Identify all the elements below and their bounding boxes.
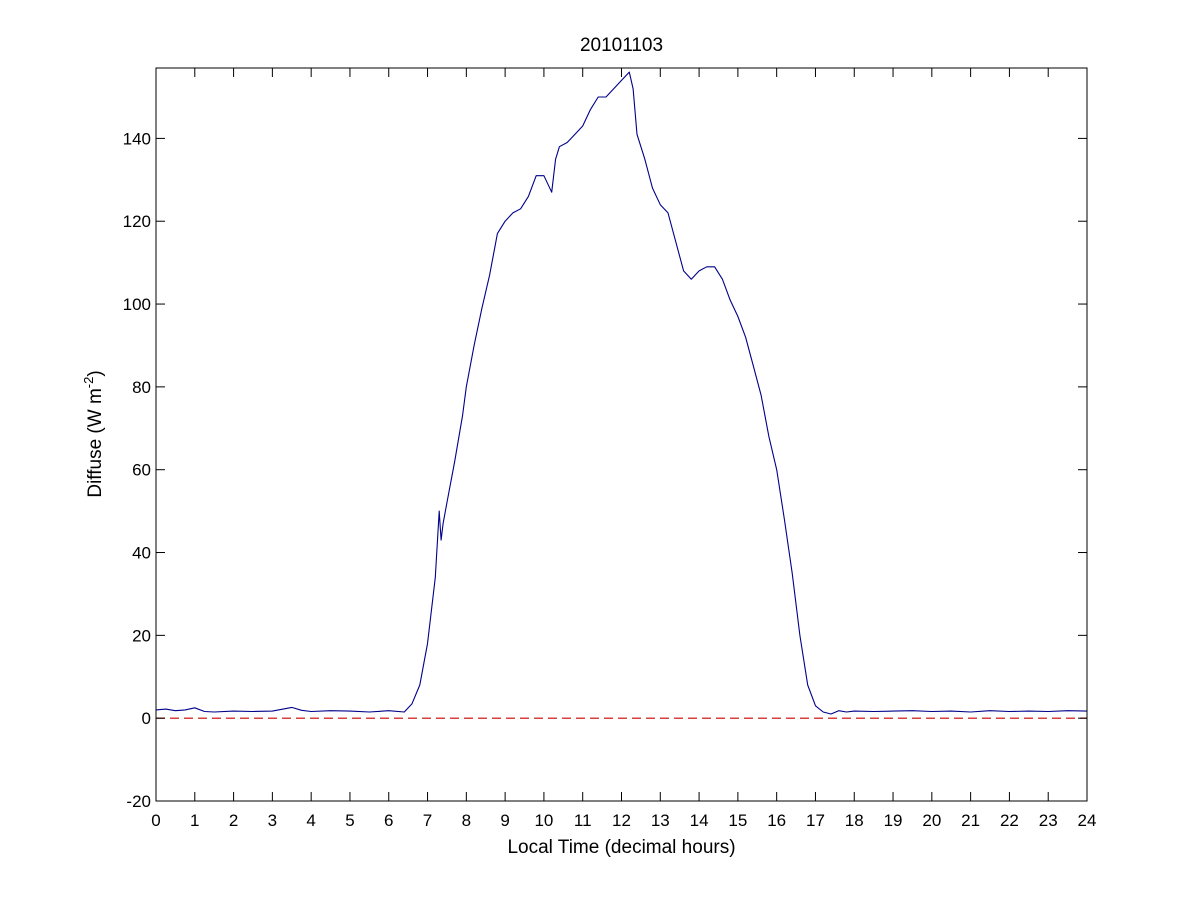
x-tick-label: 18 xyxy=(845,811,864,830)
series-line-diffuse xyxy=(155,71,1088,715)
x-tick-label: 5 xyxy=(345,811,354,830)
y-axis-ticks: -20 0 20 40 60 80 100 120 140 xyxy=(123,129,1087,811)
x-tick-label: 13 xyxy=(651,811,670,830)
y-tick-label: 100 xyxy=(123,295,151,314)
y-axis-title: Diffuse (W m-2) xyxy=(81,370,106,497)
y-axis-title-close: ) xyxy=(85,370,106,376)
x-tick-label: 22 xyxy=(1000,811,1019,830)
x-tick-label: 21 xyxy=(961,811,980,830)
x-tick-label: 19 xyxy=(884,811,903,830)
y-tick-label: 140 xyxy=(123,129,151,148)
y-axis-title-main: Diffuse (W m xyxy=(85,388,106,497)
y-tick-label: 0 xyxy=(142,709,151,728)
y-tick-label: 40 xyxy=(132,544,151,563)
x-tick-label: 9 xyxy=(500,811,509,830)
series-group xyxy=(155,71,1088,715)
x-tick-label: 14 xyxy=(690,811,709,830)
x-tick-label: 16 xyxy=(767,811,786,830)
y-tick-label: 60 xyxy=(132,461,151,480)
y-tick-label: 120 xyxy=(123,212,151,231)
x-tick-label: 15 xyxy=(728,811,747,830)
chart-title: 20101103 xyxy=(580,35,663,56)
x-tick-label: 7 xyxy=(423,811,432,830)
x-tick-label: 11 xyxy=(574,811,592,830)
x-axis-ticks: 0 1 2 3 4 5 6 7 8 9 10 11 12 13 14 15 16 17 18 19 20 21 22 23 24 xyxy=(151,68,1096,830)
x-tick-label: 6 xyxy=(384,811,393,830)
y-tick-label: 80 xyxy=(132,378,151,397)
plot-area xyxy=(156,68,1087,801)
x-tick-label: 3 xyxy=(268,811,277,830)
x-tick-label: 10 xyxy=(534,811,553,830)
x-axis-title: Local Time (decimal hours) xyxy=(507,837,735,858)
x-tick-label: 23 xyxy=(1039,811,1058,830)
y-tick-label: -20 xyxy=(126,792,151,811)
x-tick-label: 8 xyxy=(462,811,471,830)
y-tick-label: 20 xyxy=(132,626,151,645)
x-tick-label: 2 xyxy=(229,811,238,830)
x-tick-label: 1 xyxy=(190,811,199,830)
y-axis-title-superscript: -2 xyxy=(81,377,96,389)
x-tick-label: 24 xyxy=(1078,811,1097,830)
x-tick-label: 17 xyxy=(806,811,825,830)
x-tick-label: 20 xyxy=(922,811,941,830)
x-tick-label: 0 xyxy=(151,811,160,830)
x-tick-label: 4 xyxy=(306,811,315,830)
x-tick-label: 12 xyxy=(612,811,631,830)
